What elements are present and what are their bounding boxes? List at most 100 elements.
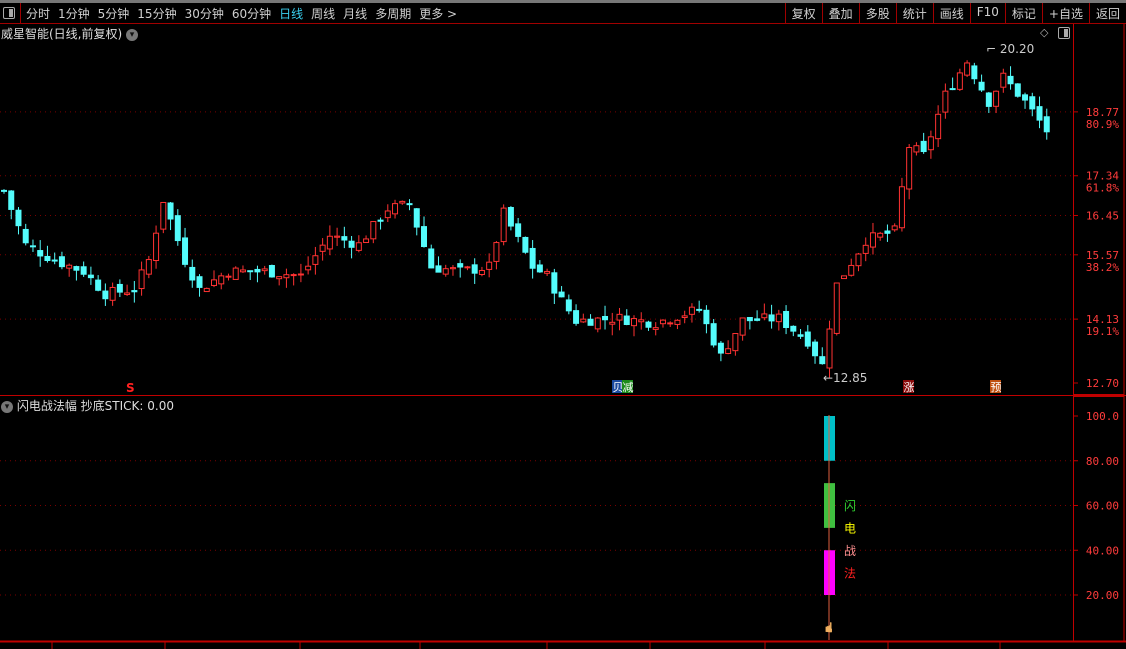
candle <box>348 235 355 259</box>
toolbar-button[interactable]: 统计 <box>895 3 933 24</box>
candle-body <box>862 244 869 254</box>
toolbar-button[interactable]: 画线 <box>932 3 970 24</box>
marker-badge <box>903 380 914 393</box>
candle-body <box>797 334 804 337</box>
period-tab[interactable]: 多周期 <box>375 7 412 21</box>
diamond-icon[interactable]: ◇ <box>1040 26 1049 39</box>
candle-body <box>145 259 152 275</box>
candle <box>631 315 637 337</box>
price-label: 17.34 <box>1086 170 1119 183</box>
candle-body <box>761 313 768 319</box>
candle <box>268 264 275 278</box>
candle-body <box>841 275 847 280</box>
candle-body <box>486 261 493 270</box>
fib-pct-label: 19.1% <box>1086 325 1119 338</box>
candle-body <box>377 219 384 222</box>
candle <box>754 310 761 322</box>
panel-toggle-icon[interactable] <box>1058 27 1070 39</box>
candle <box>211 270 217 288</box>
candle-body <box>413 208 420 228</box>
candle-body <box>594 317 601 330</box>
candle-body <box>935 113 942 140</box>
toolbar-button[interactable]: 复权 <box>784 3 822 24</box>
candle-body <box>783 310 790 329</box>
candle <box>869 222 876 255</box>
candle-body <box>978 81 985 91</box>
candle <box>522 236 529 254</box>
candle-body <box>153 232 160 262</box>
period-tab[interactable]: 更多 > <box>419 7 458 21</box>
period-tab[interactable]: 15分钟 <box>137 7 177 21</box>
candle <box>95 275 102 292</box>
candle-body <box>500 207 507 243</box>
period-tab[interactable]: 分时 <box>26 7 51 21</box>
candle-body <box>1 189 7 192</box>
candle <box>942 83 949 119</box>
indicator-name: 闪电战法幅 <box>16 399 77 413</box>
candle-body <box>189 266 196 281</box>
candle-body <box>536 264 543 273</box>
candle <box>334 227 341 246</box>
period-tab[interactable]: 周线 <box>311 7 336 21</box>
candle-body <box>493 242 500 262</box>
candle-body <box>297 273 304 276</box>
chevron-down-icon[interactable]: ▾ <box>126 28 139 41</box>
candle <box>978 74 985 92</box>
candle <box>435 256 442 273</box>
candle <box>783 305 790 335</box>
candle-body <box>182 237 189 265</box>
period-tab[interactable]: 日线 <box>279 7 304 21</box>
candle-body <box>80 266 87 275</box>
signal-char: 闪 <box>844 499 856 513</box>
period-tab[interactable]: 30分钟 <box>184 7 224 21</box>
marker-text: 减 <box>623 381 634 394</box>
period-tab[interactable]: 60分钟 <box>231 7 272 21</box>
candle-body <box>681 315 688 318</box>
candle <box>428 244 435 269</box>
candle <box>652 322 659 336</box>
candle <box>384 204 391 223</box>
divider <box>20 3 21 24</box>
candle-body <box>464 266 471 269</box>
candle-body <box>565 299 572 312</box>
period-tab[interactable]: 月线 <box>343 7 368 21</box>
candle-body <box>261 268 268 272</box>
candle-body <box>1029 96 1036 110</box>
candle-body <box>949 88 956 91</box>
price-label: 15.57 <box>1086 249 1119 262</box>
toolbar-button[interactable]: F10 <box>969 3 1005 24</box>
candle <box>602 305 609 330</box>
candle-body <box>746 317 753 322</box>
candle <box>688 303 695 323</box>
candle <box>51 252 58 265</box>
stock-title: 威星智能(日线,前复权) ▾ <box>1 25 139 42</box>
toolbar-button[interactable]: 叠加 <box>821 3 859 24</box>
candle <box>392 199 399 219</box>
toolbar-button[interactable]: 返回 <box>1088 3 1126 24</box>
period-tab[interactable]: 5分钟 <box>97 7 130 21</box>
candle <box>167 201 174 231</box>
candle <box>703 305 710 334</box>
candle-body <box>884 230 891 234</box>
candle <box>544 268 551 277</box>
panel-toggle-icon[interactable] <box>3 7 15 19</box>
candle-body <box>102 290 109 300</box>
candle-body <box>457 263 464 268</box>
candle-body <box>160 201 167 230</box>
toolbar-button[interactable]: 标记 <box>1004 3 1042 24</box>
toolbar-button[interactable]: +自选 <box>1041 3 1089 24</box>
period-tab[interactable]: 1分钟 <box>58 7 90 21</box>
toolbar-button[interactable]: 多股 <box>858 3 896 24</box>
candle-body <box>812 341 819 357</box>
candle <box>638 312 645 330</box>
period-tabs: 分时 1分钟 5分钟 15分钟 30分钟 60分钟 日线 周线 月线 多周期 更多 > <box>26 5 465 22</box>
candle <box>841 275 847 280</box>
chevron-down-icon[interactable]: ▾ <box>1 400 13 413</box>
candle-body <box>399 200 406 204</box>
candle <box>573 304 580 326</box>
candle-body <box>522 236 529 253</box>
candle <box>319 238 326 261</box>
price-label: 18.77 <box>1086 106 1119 119</box>
candle-body <box>1014 83 1021 97</box>
